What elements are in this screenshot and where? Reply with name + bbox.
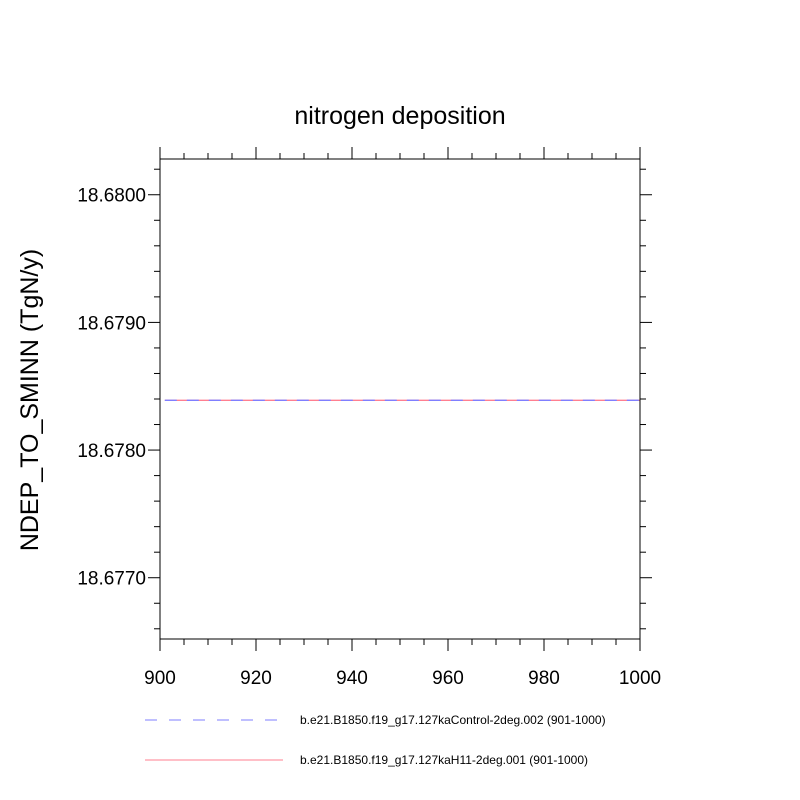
legend-label-2: b.e21.B1850.f19_g17.127kaH11-2deg.001 (9… <box>300 753 588 767</box>
y-tick-label: 18.6770 <box>77 569 146 590</box>
legend-label-1: b.e21.B1850.f19_g17.127kaControl-2deg.00… <box>300 713 606 727</box>
legend: b.e21.B1850.f19_g17.127kaControl-2deg.00… <box>145 713 606 767</box>
x-tick-label: 920 <box>240 668 272 689</box>
y-tick-label: 18.6800 <box>77 186 146 207</box>
y-axis-label: NDEP_TO_SMINN (TgN/y) <box>16 249 44 551</box>
x-tick-label: 1000 <box>619 668 661 689</box>
y-tick-label: 18.6780 <box>77 441 146 462</box>
x-tick-label: 940 <box>336 668 368 689</box>
chart-title: nitrogen deposition <box>294 102 505 130</box>
x-tick-label: 960 <box>432 668 464 689</box>
axes-layer: 900 920 940 960 980 1000 18.6770 18.6780 18.6790… <box>77 147 661 689</box>
plot-frame <box>159 158 641 640</box>
y-tick-label: 18.6790 <box>77 313 146 334</box>
x-tick-label: 980 <box>528 668 560 689</box>
x-tick-label: 900 <box>144 668 176 689</box>
